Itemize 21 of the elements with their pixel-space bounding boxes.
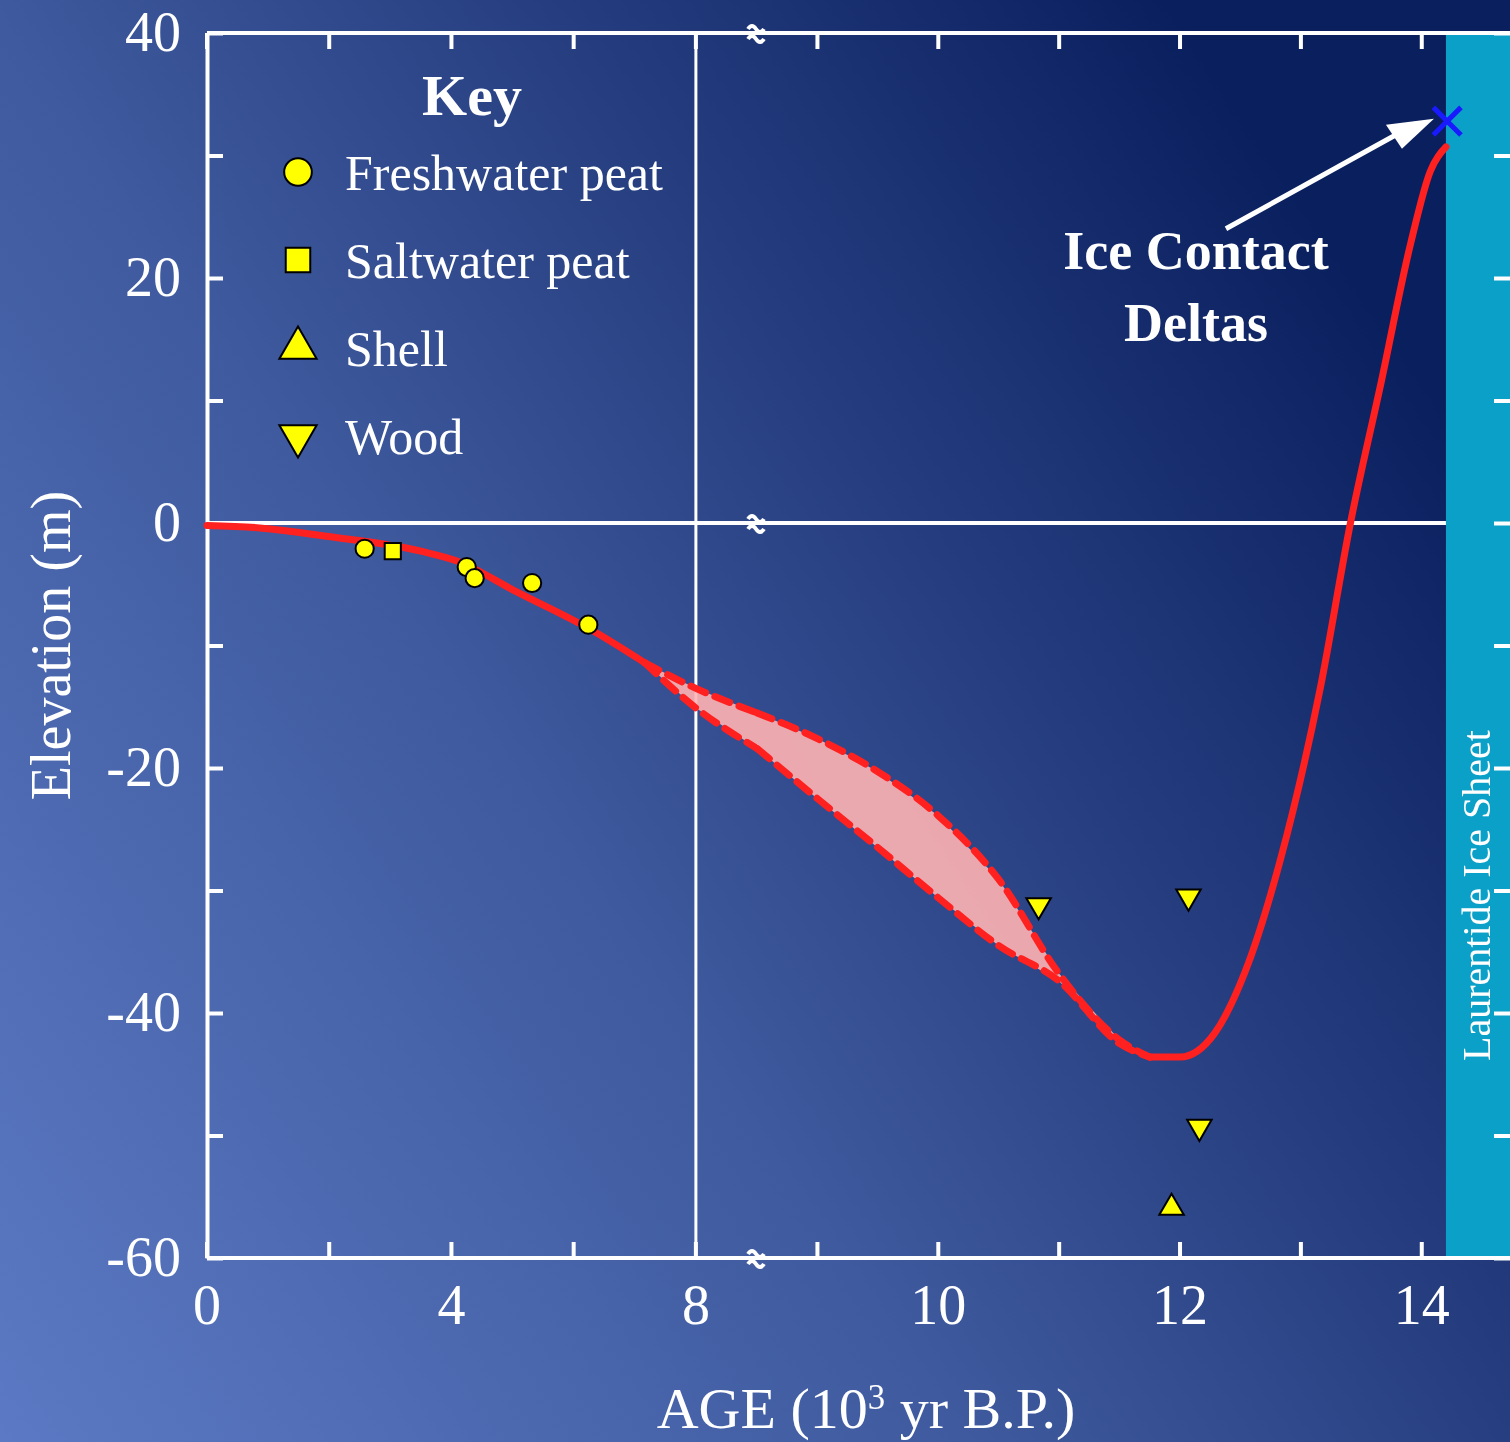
y-tick-label: -60 — [106, 1226, 181, 1289]
x-tick-label: 12 — [1152, 1274, 1209, 1336]
band-label: Laurentide Ice Sheet — [1453, 730, 1499, 1061]
legend-title: Key — [422, 63, 522, 128]
y-tick-label: -40 — [106, 981, 181, 1044]
legend-label: Wood — [345, 409, 464, 465]
annotation: Ice Contact Deltas — [1063, 220, 1329, 353]
legend-label: Freshwater peat — [345, 145, 664, 201]
x-tick-label: 10 — [910, 1274, 967, 1336]
x-tick-label: 0 — [193, 1274, 221, 1336]
y-axis-title: Elevation (m) — [20, 490, 83, 801]
legend-label: Saltwater peat — [345, 233, 630, 289]
y-tick-label: -20 — [106, 736, 181, 799]
x-axis-title: AGE (10$^{3}$ yr B.P.) — [656, 1376, 1076, 1441]
x-tick-label: 8 — [681, 1274, 710, 1336]
y-tick-label: 0 — [153, 491, 181, 554]
x-tick-label: 4 — [437, 1274, 466, 1336]
legend-label: Shell — [345, 321, 448, 377]
x-tick-label: 14 — [1393, 1274, 1450, 1336]
y-tick-label: 40 — [125, 1, 181, 64]
y-tick-label: 20 — [125, 246, 181, 309]
